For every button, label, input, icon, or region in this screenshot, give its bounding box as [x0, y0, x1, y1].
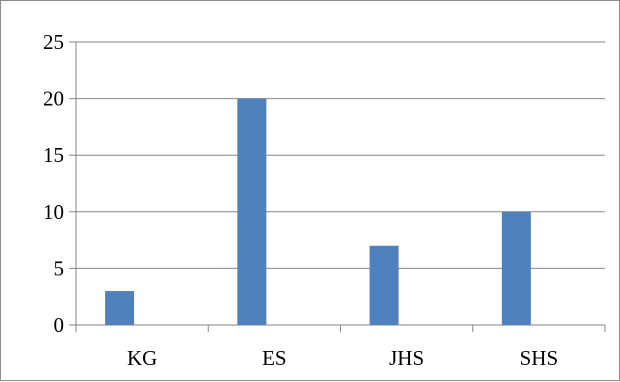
- y-tick-label-15: 15: [43, 143, 64, 167]
- bar-es: [237, 98, 267, 325]
- bar-kg: [105, 291, 135, 325]
- y-tick-label-0: 0: [54, 313, 65, 337]
- x-tick-label-kg: KG: [127, 346, 157, 370]
- y-tick-label-20: 20: [43, 87, 64, 111]
- x-tick-label-es: ES: [262, 346, 287, 370]
- y-tick-label-5: 5: [54, 256, 65, 280]
- x-tick-label-shs: SHS: [520, 346, 559, 370]
- x-tick-label-jhs: JHS: [389, 346, 424, 370]
- y-tick-label-25: 25: [43, 30, 64, 54]
- y-tick-label-10: 10: [43, 200, 64, 224]
- bar-jhs: [369, 245, 399, 325]
- bar-shs: [501, 211, 531, 325]
